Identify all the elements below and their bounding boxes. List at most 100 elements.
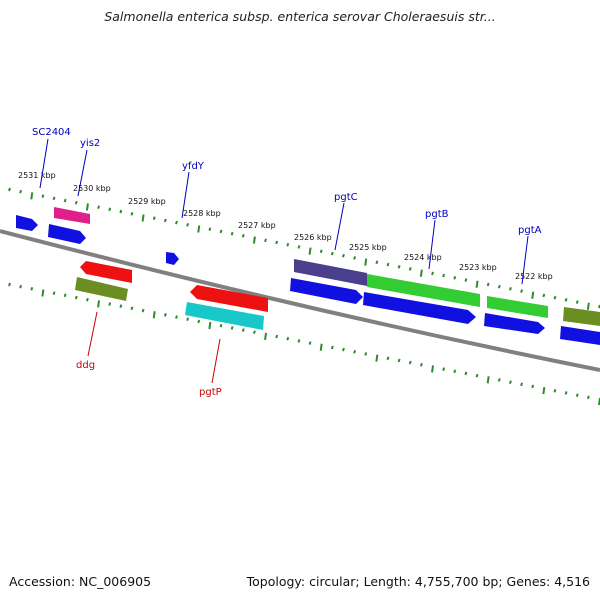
major-tick: [152, 311, 156, 319]
minor-tick: [453, 275, 457, 280]
feature-yfdY[interactable]: [166, 252, 179, 265]
reverse-features: [75, 261, 268, 330]
minor-tick: [442, 367, 446, 371]
minor-tick: [286, 336, 290, 341]
scale-label-2526: 2526 kbp: [294, 233, 332, 242]
minor-tick: [497, 378, 501, 382]
minor-tick: [8, 282, 11, 287]
minor-tick: [353, 349, 357, 354]
minor-tick: [252, 330, 256, 335]
gene-label-yfdY[interactable]: yfdY: [182, 161, 205, 172]
major-tick: [264, 332, 268, 341]
minor-tick: [386, 356, 390, 361]
gene-label-ddg[interactable]: ddg: [76, 360, 95, 371]
major-tick: [41, 289, 45, 297]
feature-pgtB[interactable]: [367, 274, 480, 307]
minor-tick: [397, 264, 401, 269]
feature-fwd-1[interactable]: [16, 215, 38, 231]
topology-summary: Topology: circular; Length: 4,755,700 bp…: [246, 574, 590, 589]
minor-tick: [397, 358, 401, 363]
minor-tick: [19, 189, 23, 194]
minor-tick: [85, 297, 89, 302]
scale-label-2525: 2525 kbp: [349, 243, 387, 252]
leader-ddg: [87, 311, 98, 357]
minor-tick: [464, 278, 468, 282]
scale-ticks-outer: [8, 187, 600, 310]
minor-tick: [286, 242, 290, 247]
leader-pgtB: [428, 219, 436, 270]
minor-tick: [175, 315, 178, 319]
gene-label-pgtC[interactable]: pgtC: [334, 192, 358, 203]
gene-label-pgtA[interactable]: pgtA: [518, 225, 542, 236]
minor-tick: [275, 240, 279, 245]
feature-olive-right[interactable]: [563, 307, 600, 326]
minor-tick: [52, 196, 56, 201]
feature-pgtC[interactable]: [294, 259, 367, 286]
minor-tick: [119, 304, 123, 309]
feature-pgtC-cds[interactable]: [290, 278, 363, 304]
minor-tick: [564, 298, 568, 302]
minor-tick: [208, 227, 212, 232]
minor-tick: [520, 382, 524, 387]
minor-tick: [330, 345, 334, 350]
feature-pgtA-cds[interactable]: [484, 313, 545, 334]
scale-label-2527: 2527 kbp: [238, 221, 276, 230]
leader-yis2: [77, 149, 88, 197]
minor-tick: [586, 395, 590, 400]
gene-label-pgtP[interactable]: pgtP: [199, 387, 222, 398]
minor-tick: [8, 187, 11, 192]
feature-pgtB-cds[interactable]: [363, 292, 476, 324]
minor-tick: [453, 369, 457, 374]
minor-tick: [130, 211, 134, 216]
minor-tick: [297, 245, 301, 249]
forward-features: [16, 207, 600, 345]
minor-tick: [219, 229, 223, 234]
minor-tick: [531, 384, 535, 389]
major-tick: [531, 291, 535, 299]
minor-tick: [431, 271, 434, 276]
gene-labels: SC2404 yis2 yfdY pgtC pgtB pgtA ddg pgtP: [32, 127, 542, 398]
gene-label-yis2[interactable]: yis2: [80, 138, 100, 149]
leader-pgtC: [334, 202, 345, 251]
scale-label-2530: 2530 kbp: [73, 184, 111, 193]
gene-label-SC2404[interactable]: SC2404: [32, 127, 71, 138]
minor-tick: [497, 284, 501, 289]
minor-tick: [74, 200, 78, 205]
scale-labels: 2531 kbp 2530 kbp 2529 kbp 2528 kbp 2527…: [18, 171, 553, 281]
feature-cyan[interactable]: [185, 302, 264, 330]
minor-tick: [520, 289, 524, 293]
minor-tick: [375, 260, 379, 265]
minor-tick: [197, 319, 201, 324]
major-tick: [431, 365, 435, 373]
genome-backbone: [0, 229, 600, 372]
major-tick: [475, 280, 479, 288]
minor-tick: [475, 373, 479, 378]
feature-ddg[interactable]: [80, 261, 132, 283]
minor-tick: [41, 194, 45, 198]
major-tick: [141, 214, 145, 222]
minor-tick: [63, 198, 67, 203]
scale-label-2531: 2531 kbp: [18, 171, 56, 180]
leader-pgtP: [211, 338, 221, 384]
minor-tick: [219, 323, 223, 328]
gene-label-pgtB[interactable]: pgtB: [425, 209, 449, 220]
minor-tick: [508, 287, 512, 291]
minor-tick: [275, 334, 279, 339]
feature-pgtP[interactable]: [190, 285, 268, 312]
feature-fwd-right[interactable]: [560, 326, 600, 345]
major-tick: [97, 300, 101, 308]
minor-tick: [108, 207, 112, 212]
major-tick: [586, 302, 590, 310]
major-tick: [319, 343, 323, 351]
minor-tick: [553, 295, 557, 300]
feature-olive-left[interactable]: [75, 277, 128, 301]
feature-yis2[interactable]: [54, 207, 90, 224]
minor-tick: [52, 291, 56, 295]
leader-SC2404: [39, 138, 49, 189]
feature-pgtA[interactable]: [487, 296, 548, 318]
minor-tick: [230, 231, 234, 236]
major-tick: [542, 387, 546, 395]
minor-tick: [97, 205, 101, 209]
feature-fwd-2[interactable]: [48, 224, 86, 244]
